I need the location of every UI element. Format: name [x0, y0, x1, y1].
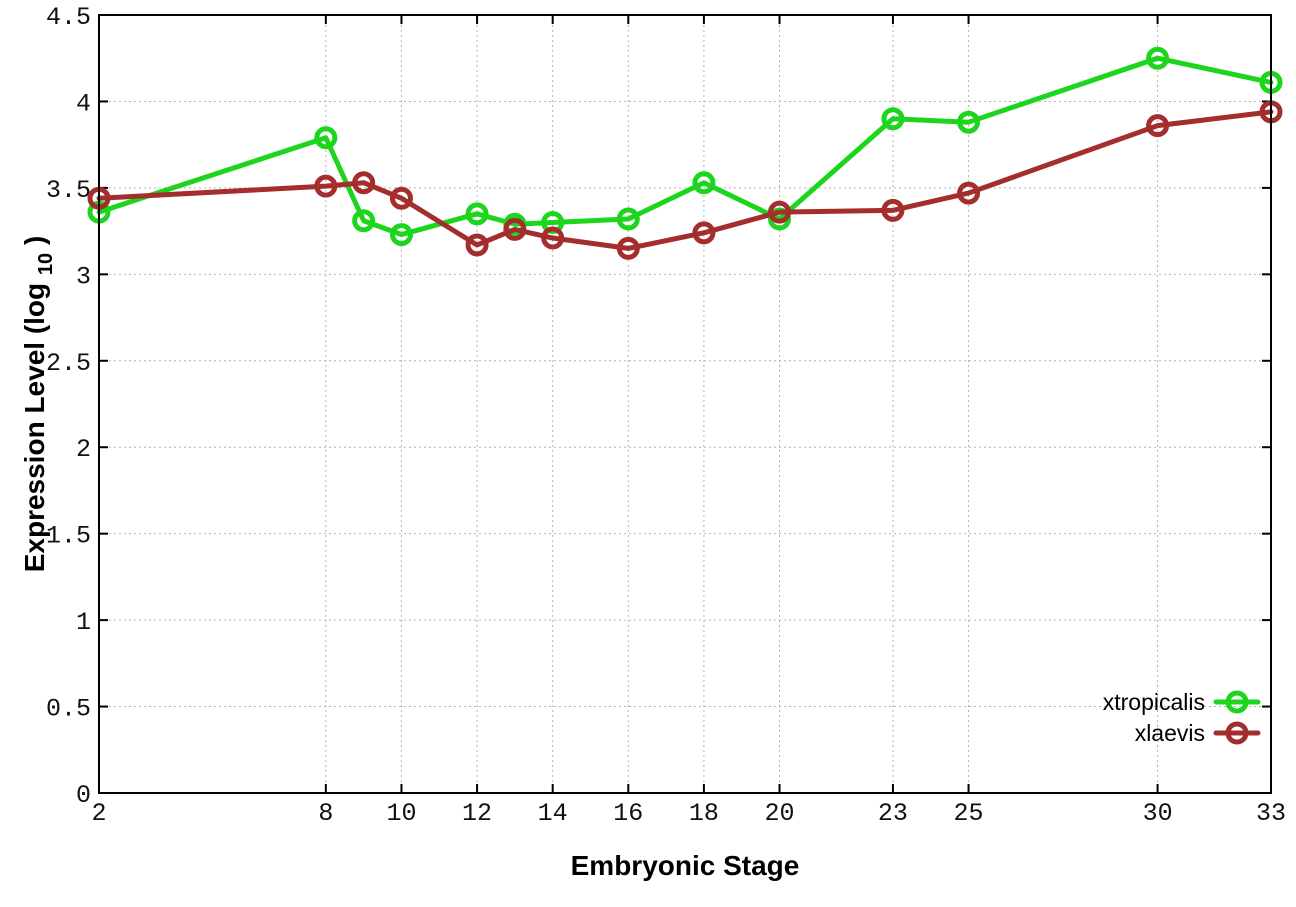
data-point-xtropicalis-stage-16 [616, 207, 640, 231]
data-point-xtropicalis-stage-23 [881, 107, 905, 131]
y-axis-title-main: Expression Level (log [19, 283, 50, 572]
data-point-xtropicalis-stage-12 [465, 202, 489, 226]
legend-item-xlaevis: xlaevis [1135, 720, 1261, 746]
y-tick-label-0: 0 [76, 781, 91, 810]
x-tick-label-25: 25 [954, 799, 984, 828]
x-tick-label-33: 33 [1256, 799, 1286, 828]
data-point-xlaevis-stage-18 [692, 221, 716, 245]
y-tick-label-0.5: 0.5 [46, 695, 91, 724]
data-point-xlaevis-stage-25 [957, 181, 981, 205]
data-point-xlaevis-stage-8 [314, 174, 338, 198]
series-line-xlaevis [96, 109, 1274, 251]
y-tick-label-2: 2 [76, 435, 91, 464]
data-point-xlaevis-stage-23 [881, 198, 905, 222]
legend-label-xtropicalis: xtropicalis [1103, 689, 1205, 715]
legend-marker-icon-xlaevis [1225, 721, 1249, 745]
data-point-xtropicalis-stage-9 [352, 209, 376, 233]
data-point-xlaevis-stage-12 [465, 233, 489, 257]
y-tick-label-2.5: 2.5 [46, 349, 91, 378]
data-point-xlaevis-stage-13 [503, 217, 527, 241]
data-point-xtropicalis-stage-10 [389, 223, 413, 247]
data-point-xlaevis-stage-14 [541, 226, 565, 250]
plot-border [98, 14, 1272, 794]
x-tick-label-23: 23 [878, 799, 908, 828]
data-point-xlaevis-stage-16 [616, 236, 640, 260]
y-tick-label-3.5: 3.5 [46, 176, 91, 205]
x-tick-label-10: 10 [386, 799, 416, 828]
y-tick-label-1: 1 [76, 608, 91, 637]
x-axis-title: Embryonic Stage [571, 850, 800, 881]
legend-marker-icon-xtropicalis [1225, 690, 1249, 714]
data-point-xlaevis-stage-9 [352, 171, 376, 195]
x-tick-label-2: 2 [91, 799, 106, 828]
y-axis-title-close: ) [19, 236, 50, 245]
data-point-xlaevis-stage-10 [389, 186, 413, 210]
y-tick-label-1.5: 1.5 [46, 522, 91, 551]
y-tick-label-4.5: 4.5 [46, 3, 91, 32]
plot-layer: 2 8 10 12 14 16 18 20 23 25 30 33 0 0.5 1 1.5 2 2.5 3 3.5 4 4… [46, 3, 1286, 828]
legend-label-xlaevis: xlaevis [1135, 720, 1205, 746]
x-tick-label-16: 16 [613, 799, 643, 828]
legend: xtropicalis xlaevis [1103, 689, 1261, 746]
legend-item-xtropicalis: xtropicalis [1103, 689, 1261, 715]
data-point-xtropicalis-stage-30 [1146, 46, 1170, 70]
y-tick-label-3: 3 [76, 262, 91, 291]
x-tick-label-14: 14 [538, 799, 568, 828]
y-tick-label-4: 4 [76, 89, 91, 118]
x-tick-label-8: 8 [318, 799, 333, 828]
data-point-xtropicalis-stage-18 [692, 171, 716, 195]
data-point-xtropicalis-stage-8 [314, 126, 338, 150]
data-point-xtropicalis-stage-25 [957, 110, 981, 134]
y-axis-title-subscript: 10 [35, 253, 57, 275]
data-point-xlaevis-stage-30 [1146, 114, 1170, 138]
x-tick-label-30: 30 [1143, 799, 1173, 828]
x-tick-label-20: 20 [765, 799, 795, 828]
x-tick-label-12: 12 [462, 799, 492, 828]
x-tick-label-18: 18 [689, 799, 719, 828]
data-point-xlaevis-stage-20 [768, 200, 792, 224]
y-axis-title: Expression Level (log 10 ) [19, 236, 58, 573]
